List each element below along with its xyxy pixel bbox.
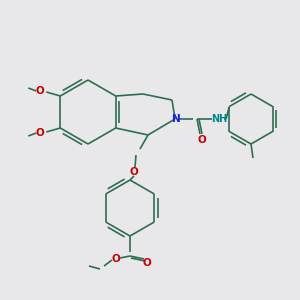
Text: O: O xyxy=(36,86,45,96)
Text: O: O xyxy=(112,254,120,264)
Text: N: N xyxy=(172,114,180,124)
Text: O: O xyxy=(198,135,206,145)
Text: O: O xyxy=(36,128,45,138)
Text: NH: NH xyxy=(211,114,227,124)
Text: O: O xyxy=(142,258,152,268)
Text: O: O xyxy=(130,167,138,177)
